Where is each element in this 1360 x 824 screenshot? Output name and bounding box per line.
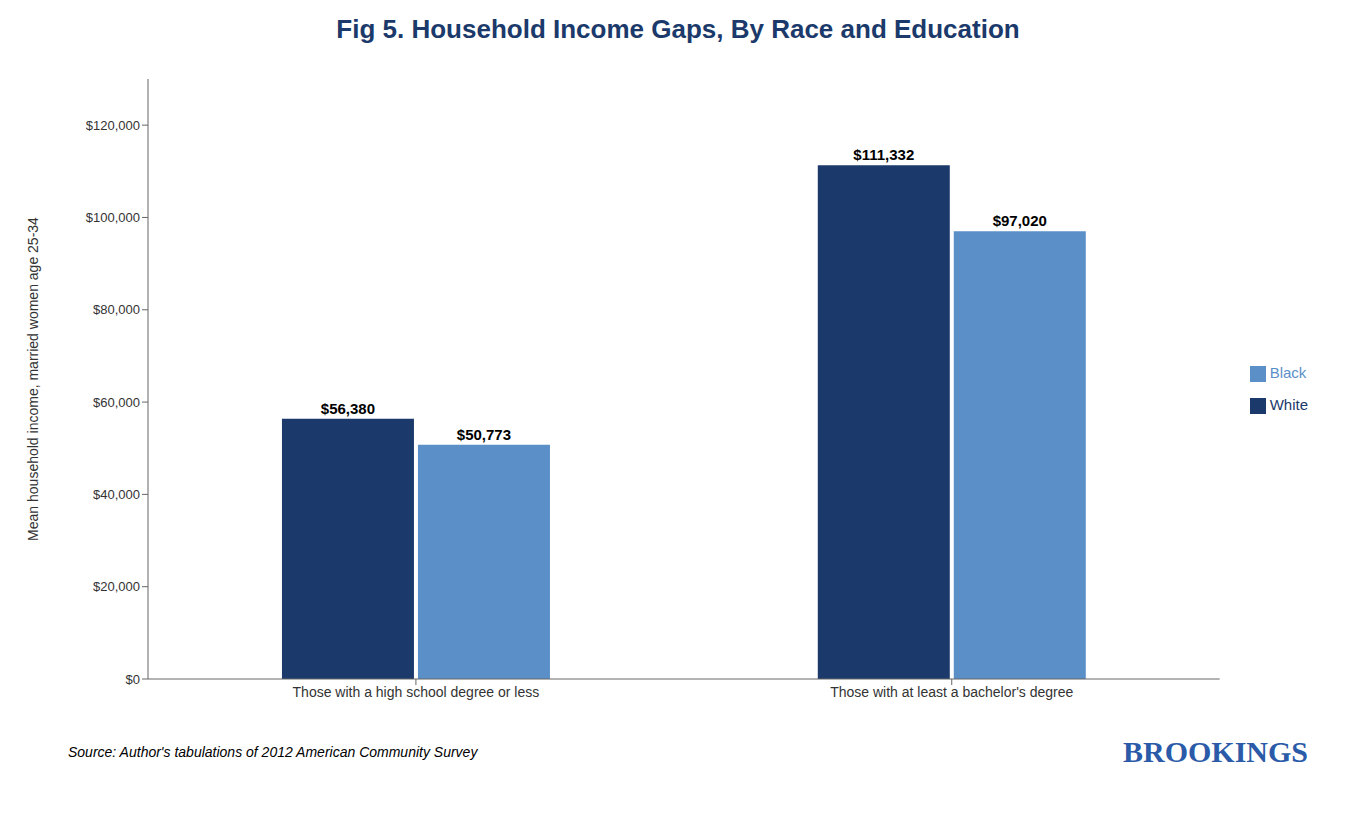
svg-text:$0: $0 xyxy=(126,672,140,687)
html-text:BROOKINGS: BROOKINGS xyxy=(1123,735,1308,768)
svg-text:$60,000: $60,000 xyxy=(93,395,140,410)
html-text:Source: Author's tabulations o: Source: Author's tabulations of 2012 Ame… xyxy=(68,744,478,760)
html-text:White: White xyxy=(1269,396,1308,413)
svg-text:$40,000: $40,000 xyxy=(93,487,140,502)
svg-text:Those with a high school degre: Those with a high school degree or less xyxy=(293,684,540,700)
svg-text:Those with at least a bachelor: Those with at least a bachelor's degree xyxy=(830,684,1073,700)
svg-text:$50,773: $50,773 xyxy=(457,426,511,443)
svg-text:$100,000: $100,000 xyxy=(86,210,140,225)
svg-text:$111,332: $111,332 xyxy=(853,146,914,163)
html-text:Black: Black xyxy=(1269,364,1307,381)
svg-text:$97,020: $97,020 xyxy=(993,212,1047,229)
svg-text:$56,380: $56,380 xyxy=(321,400,375,417)
svg-text:$20,000: $20,000 xyxy=(93,579,140,594)
svg-text:Mean household income, married: Mean household income, married women age… xyxy=(25,217,41,541)
svg-text:$120,000: $120,000 xyxy=(86,118,140,133)
html-text:Fig 5. Household Income Gaps,: Fig 5. Household Income Gaps, By Race an… xyxy=(336,14,1020,44)
svg-text:$80,000: $80,000 xyxy=(93,302,140,317)
